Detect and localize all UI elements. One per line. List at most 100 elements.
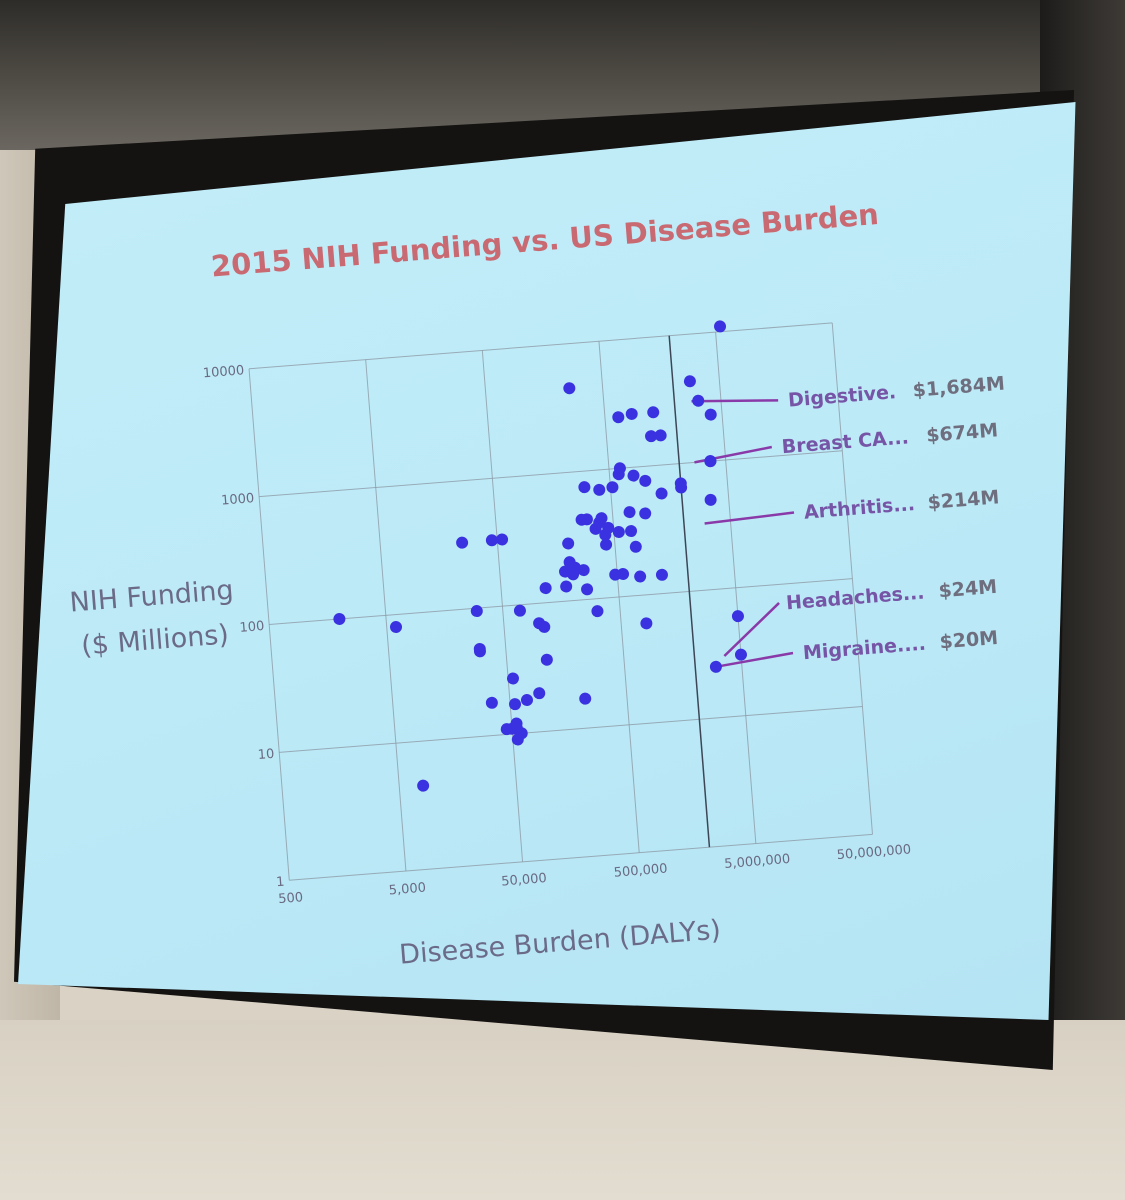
data-point	[714, 320, 727, 333]
data-points	[333, 320, 747, 792]
data-point	[639, 507, 652, 520]
x-tick-label: 500	[278, 890, 304, 907]
y-tick-label: 1	[276, 875, 285, 891]
data-point	[704, 455, 717, 468]
y-tick-label: 100	[239, 619, 265, 636]
data-point	[578, 481, 591, 494]
x-gridline	[598, 341, 640, 853]
annotation-leader-line	[691, 399, 779, 403]
x-tick-label: 50,000	[501, 871, 548, 890]
data-point	[731, 610, 744, 623]
x-tick-label: 5,000	[388, 881, 426, 899]
data-point	[654, 429, 667, 442]
axis-ticks: 1 10 100 1000 10000 500 5,000 50,000 500,000 5,00…	[202, 363, 911, 907]
data-point	[645, 430, 658, 443]
annotation-label-breast-ca: Breast CA...	[781, 426, 910, 458]
x-gridline	[365, 359, 407, 872]
data-point	[580, 513, 593, 526]
x-tick-label: 50,000,000	[836, 842, 911, 863]
data-point	[538, 620, 551, 633]
x-tick-label: 5,000,000	[724, 852, 791, 872]
data-point	[496, 533, 509, 546]
data-point	[581, 583, 594, 596]
annotation-value-digestive: $1,684M	[912, 373, 1006, 402]
y-gridline	[269, 578, 853, 626]
data-point	[595, 512, 608, 525]
y-gridline	[249, 322, 833, 370]
data-point	[640, 617, 653, 630]
data-point	[625, 525, 638, 538]
emphasis-gridline	[668, 335, 711, 848]
x-gridline	[715, 332, 757, 844]
annotation-leader-line	[704, 511, 795, 525]
data-point	[612, 411, 625, 424]
data-point	[485, 696, 498, 709]
data-point	[612, 526, 625, 539]
x-axis-title: Disease Burden (DALYs)	[398, 915, 722, 971]
y-axis-title-line1: NIH Funding	[69, 575, 235, 619]
data-point	[617, 568, 630, 581]
data-point	[623, 506, 636, 519]
y-axis-title-line2: ($ Millions)	[80, 619, 230, 662]
y-gridline	[289, 833, 873, 881]
data-point	[470, 605, 483, 618]
data-point	[533, 687, 546, 700]
data-point	[602, 521, 615, 534]
data-point	[473, 645, 486, 658]
data-point	[613, 462, 626, 475]
data-point	[634, 570, 647, 583]
y-tick-label: 10	[257, 747, 275, 763]
annotation-lines	[691, 399, 795, 669]
data-point	[563, 382, 576, 395]
x-gridline	[481, 350, 524, 862]
x-gridline	[248, 368, 290, 881]
data-point	[734, 648, 747, 661]
data-point	[683, 375, 696, 388]
data-point	[591, 605, 604, 618]
data-point	[456, 536, 469, 549]
annotation-value-migraine: $20M	[939, 627, 999, 654]
annotation-value-arthritis: $214M	[927, 486, 1000, 514]
data-point	[625, 407, 638, 420]
annotation-label-digestive: Digestive.	[787, 381, 897, 411]
data-point	[606, 481, 619, 494]
data-point	[577, 564, 590, 577]
y-gridline	[279, 705, 863, 753]
data-point	[639, 474, 652, 487]
data-point	[509, 698, 522, 711]
chart-grid	[248, 322, 873, 881]
x-tick-label: 500,000	[613, 862, 668, 881]
annotation-leader-line	[723, 602, 780, 657]
data-point	[655, 487, 668, 500]
data-point	[513, 604, 526, 617]
data-point	[704, 408, 717, 421]
annotation-label-arthritis: Arthritis...	[803, 493, 916, 524]
data-point	[675, 481, 688, 494]
data-point	[540, 653, 553, 666]
data-point	[506, 672, 519, 685]
data-point	[627, 469, 640, 482]
data-point	[333, 612, 346, 625]
data-point	[629, 540, 642, 553]
annotation-value-breast-ca: $674M	[926, 419, 999, 447]
data-point	[655, 568, 668, 581]
data-point	[390, 621, 403, 634]
data-point	[647, 406, 660, 419]
data-point	[520, 694, 533, 707]
data-point	[539, 582, 552, 595]
data-point	[692, 394, 705, 407]
annotation-leader-line	[715, 651, 794, 669]
y-gridline	[259, 450, 843, 498]
chart-title: 2015 NIH Funding vs. US Disease Burden	[210, 197, 880, 283]
data-point	[709, 660, 722, 673]
y-tick-label: 1000	[221, 491, 255, 509]
data-point	[560, 580, 573, 593]
data-point	[417, 779, 430, 792]
data-point	[593, 483, 606, 496]
data-point	[515, 727, 528, 740]
annotation-value-headaches: $24M	[938, 576, 998, 603]
y-tick-label: 10000	[202, 363, 244, 381]
